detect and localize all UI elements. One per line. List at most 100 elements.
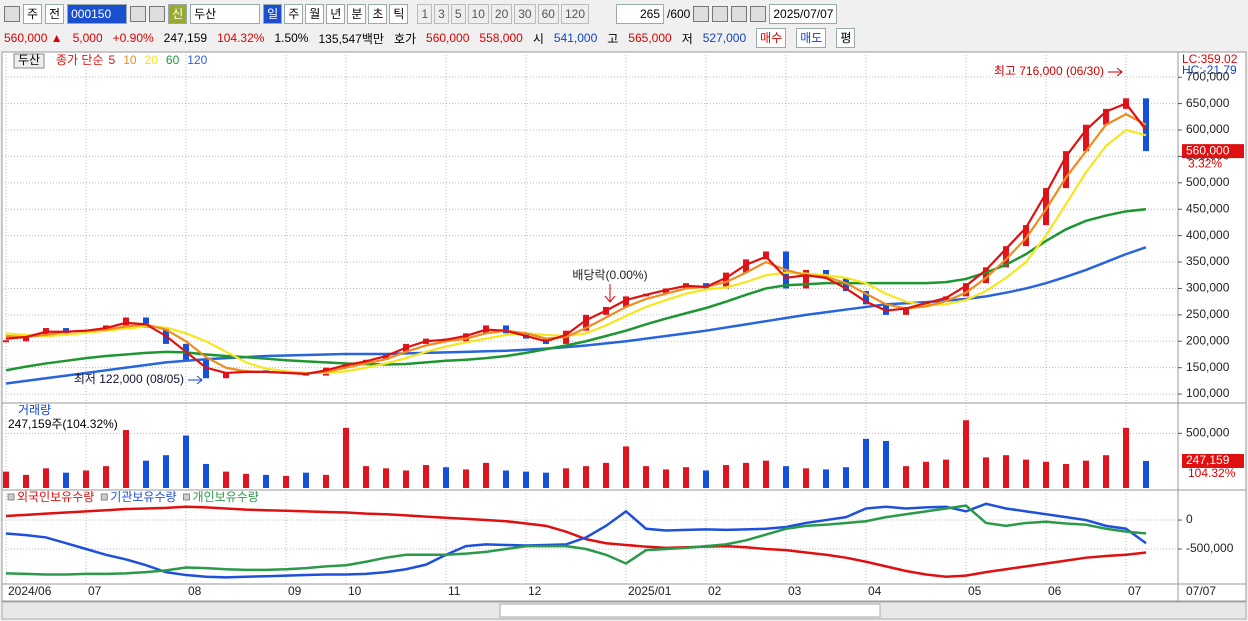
volume-bar bbox=[3, 471, 9, 488]
volume-bar bbox=[903, 466, 909, 488]
x-tick-label: 2025/01 bbox=[628, 584, 672, 598]
volume-bar bbox=[363, 466, 369, 488]
tool[interactable] bbox=[693, 6, 710, 22]
candle bbox=[143, 317, 149, 329]
tool[interactable] bbox=[712, 6, 729, 22]
candle bbox=[503, 325, 509, 334]
period[interactable]: 틱 bbox=[389, 4, 409, 24]
legend-box bbox=[13, 53, 45, 69]
volume-bar bbox=[863, 438, 869, 488]
legend-entry: 외국인보유수량 bbox=[17, 490, 94, 504]
last-volume-box bbox=[1182, 453, 1244, 468]
interval[interactable]: 5 bbox=[450, 4, 466, 24]
amount: 135,547백만 bbox=[318, 31, 384, 46]
tool[interactable] bbox=[750, 6, 767, 22]
volume-bar bbox=[943, 459, 949, 488]
candle bbox=[863, 291, 869, 305]
candle bbox=[123, 317, 129, 326]
lc-label: LC:359.02 bbox=[1182, 52, 1238, 66]
market[interactable]: 주 bbox=[23, 4, 43, 24]
date[interactable]: 2025/07/07 bbox=[769, 4, 838, 24]
volume-bar bbox=[763, 460, 769, 488]
legend-prefix: 종가 단순 bbox=[56, 53, 104, 67]
volume-bar bbox=[323, 474, 329, 488]
right-axis bbox=[1177, 51, 1247, 602]
bid: 558,000 bbox=[479, 31, 523, 45]
volume-bar bbox=[163, 455, 169, 488]
period[interactable]: 분 bbox=[347, 4, 367, 24]
candle bbox=[1023, 225, 1029, 247]
volume-bar bbox=[683, 467, 689, 488]
y-tick-label: 100,000 bbox=[1186, 386, 1230, 400]
low-annotation: 최저 122,000 (08/05) bbox=[74, 372, 184, 386]
open-label: 시 bbox=[532, 31, 544, 46]
legend-marker bbox=[7, 493, 15, 501]
change-pct: 3.32% bbox=[1188, 156, 1222, 170]
legend-entry: 120 bbox=[187, 53, 207, 67]
interval[interactable]: 30 bbox=[514, 4, 536, 24]
count[interactable]: 265 bbox=[616, 4, 664, 24]
interval[interactable]: 120 bbox=[560, 4, 589, 24]
interval[interactable]: 20 bbox=[490, 4, 513, 24]
interval[interactable]: 10 bbox=[467, 4, 489, 24]
ask-label: 호가 bbox=[393, 31, 417, 46]
ask: 560,000 bbox=[426, 31, 470, 45]
volume-bar bbox=[1023, 459, 1029, 488]
arrow bbox=[604, 284, 616, 303]
last-volume-label: 247,159 bbox=[1186, 453, 1230, 467]
avg-button[interactable]: 평 bbox=[836, 28, 856, 48]
x-tick-label: 11 bbox=[448, 584, 461, 598]
volume-bar bbox=[523, 471, 529, 488]
candle bbox=[1103, 108, 1109, 125]
y-tick-label: 0 bbox=[1186, 512, 1193, 526]
legend-marker bbox=[183, 493, 191, 501]
buy-button[interactable]: 매수 bbox=[756, 28, 787, 48]
open: 541,000 bbox=[553, 31, 598, 45]
volume-bar bbox=[923, 461, 929, 488]
change: 5,000 bbox=[72, 31, 103, 45]
candle bbox=[1003, 246, 1009, 268]
candle bbox=[3, 340, 9, 343]
volume-bar bbox=[623, 446, 629, 488]
volume-bar bbox=[303, 472, 309, 488]
stock-name[interactable]: 두산 bbox=[190, 4, 261, 24]
candle bbox=[843, 277, 849, 292]
volume-bar bbox=[83, 470, 89, 488]
volume-bar bbox=[503, 470, 509, 488]
tool[interactable] bbox=[731, 6, 748, 22]
price: 560,000 ▲ bbox=[4, 31, 63, 45]
sell-button[interactable]: 매도 bbox=[796, 28, 827, 48]
interval[interactable]: 60 bbox=[537, 4, 559, 24]
interval[interactable]: 3 bbox=[434, 4, 449, 24]
period[interactable]: 년 bbox=[326, 4, 346, 24]
y-tick-label: 150,000 bbox=[1186, 360, 1230, 374]
volume-bar bbox=[283, 475, 289, 488]
period[interactable]: 초 bbox=[368, 4, 388, 24]
sound[interactable] bbox=[149, 6, 166, 22]
y-tick-label: 300,000 bbox=[1186, 281, 1230, 295]
prev[interactable]: 전 bbox=[45, 4, 65, 24]
max: /600 bbox=[667, 7, 691, 21]
icon[interactable] bbox=[4, 6, 20, 22]
volume-pct: 104.32% bbox=[217, 31, 265, 45]
period[interactable]: 월 bbox=[305, 4, 325, 24]
scroll-thumb[interactable] bbox=[499, 603, 881, 618]
turnover: 1.50% bbox=[274, 31, 309, 45]
high-annotation: 최고 716,000 (06/30) bbox=[994, 64, 1104, 78]
x-tick-label: 04 bbox=[868, 584, 882, 598]
volume-bar bbox=[243, 473, 249, 488]
volume-bar bbox=[63, 472, 69, 488]
hc-label: HC:-21.79 bbox=[1182, 63, 1237, 77]
volume-bar bbox=[123, 430, 129, 488]
period[interactable]: 주 bbox=[284, 4, 304, 24]
last-price-box bbox=[1182, 144, 1244, 159]
volume-title: 거래량 bbox=[18, 403, 51, 417]
volume-bar bbox=[703, 470, 709, 488]
volume-bar bbox=[843, 467, 849, 488]
period[interactable]: 일 bbox=[263, 4, 283, 24]
search[interactable] bbox=[130, 6, 147, 22]
code[interactable]: 000150 bbox=[67, 4, 128, 24]
interval[interactable]: 1 bbox=[417, 4, 433, 24]
candle bbox=[903, 306, 909, 315]
volume-bar bbox=[823, 469, 829, 488]
